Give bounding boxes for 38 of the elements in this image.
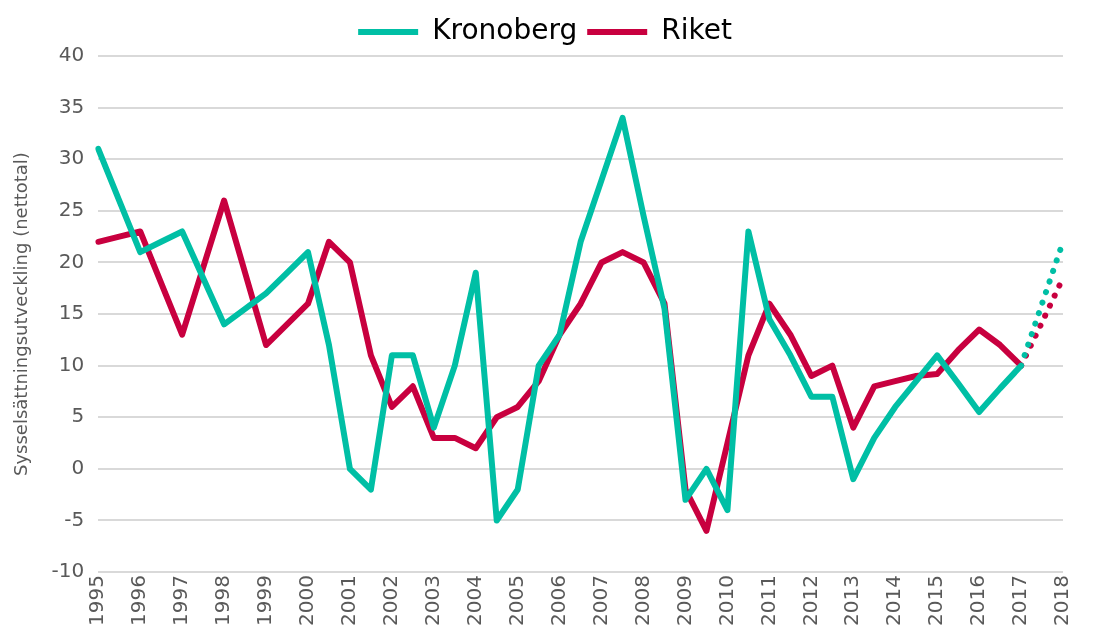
y-tick-label: 25 <box>58 197 85 222</box>
x-tick-label: 2011 <box>755 575 780 627</box>
x-tick-label: 2004 <box>461 575 486 627</box>
y-tick-label: 35 <box>58 93 85 118</box>
x-tick-label: 2009 <box>671 575 696 627</box>
x-tick-label: 1998 <box>210 575 235 627</box>
y-tick-label: 5 <box>71 403 85 428</box>
x-tick-label: 1995 <box>84 575 109 627</box>
x-tick-label: 2018 <box>1049 575 1074 627</box>
y-tick-label: 30 <box>58 145 85 170</box>
x-tick-label: 1999 <box>252 575 277 627</box>
x-tick-label: 2000 <box>294 575 319 627</box>
x-tick-label: 2002 <box>378 575 403 627</box>
x-tick-label: 2013 <box>839 575 864 627</box>
y-tick-label: -10 <box>51 558 85 583</box>
y-tick-label: 40 <box>58 42 85 67</box>
x-tick-label: 2005 <box>503 575 528 627</box>
x-tick-label: 1997 <box>168 575 193 627</box>
x-tick-label: 2010 <box>713 575 738 627</box>
y-tick-label: 0 <box>71 455 85 480</box>
y-axis-title: Sysselsättningsutveckling (nettotal) <box>10 152 32 476</box>
x-tick-label: 2003 <box>420 575 445 627</box>
legend-label: Kronoberg <box>432 13 578 47</box>
x-tick-label: 2014 <box>881 575 906 627</box>
x-tick-label: 2008 <box>629 575 654 627</box>
legend-label: Riket <box>661 13 732 47</box>
x-tick-label: 2016 <box>965 575 990 627</box>
y-tick-label: 15 <box>58 300 85 325</box>
x-tick-label: 1996 <box>126 575 151 627</box>
x-tick-label: 2006 <box>545 575 570 627</box>
x-tick-label: 2012 <box>797 575 822 627</box>
x-tick-label: 2001 <box>336 575 361 627</box>
y-tick-label: 10 <box>58 351 85 376</box>
x-tick-label: 2017 <box>1007 575 1032 627</box>
y-tick-label: 20 <box>58 248 85 273</box>
y-tick-label: -5 <box>64 506 85 531</box>
x-tick-label: 2007 <box>587 575 612 627</box>
x-tick-label: 2015 <box>923 575 948 627</box>
